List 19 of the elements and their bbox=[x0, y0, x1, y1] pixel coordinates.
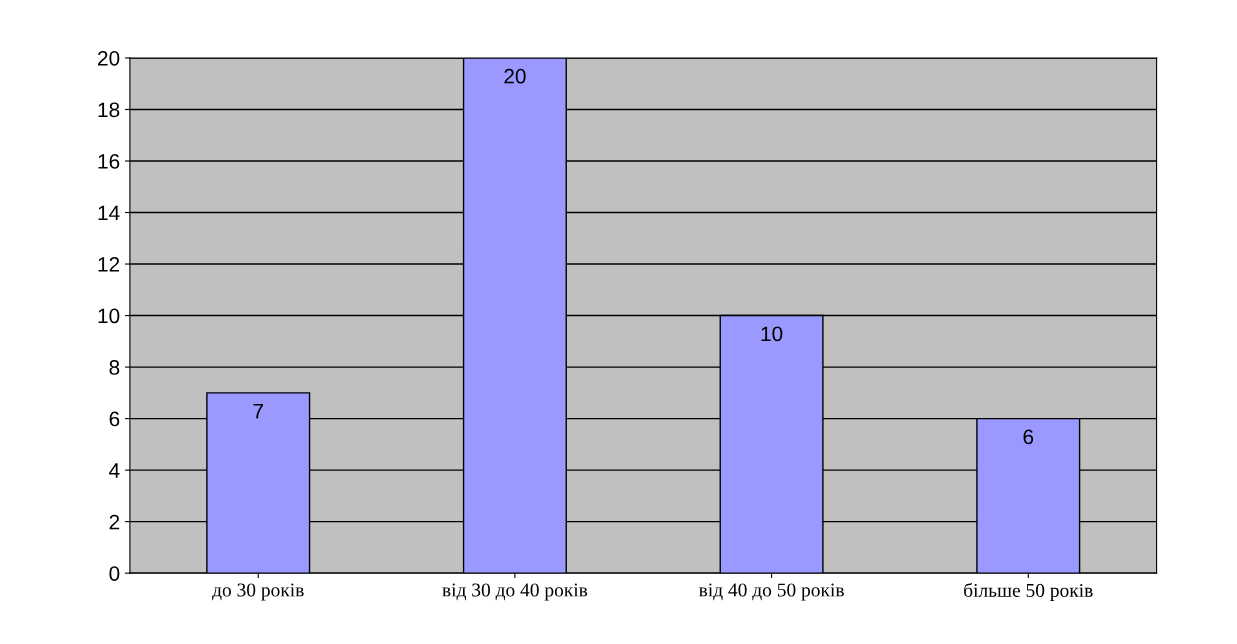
y-tick-label: 10 bbox=[98, 308, 120, 324]
y-tick-label: 20 bbox=[98, 50, 120, 66]
x-tick-label: від 40 до 50 років bbox=[698, 583, 844, 601]
data-label: 10 bbox=[761, 326, 783, 342]
x-tick-label: більше 50 років bbox=[964, 582, 1093, 601]
y-tick-label: 0 bbox=[109, 566, 120, 581]
y-tick-label: 8 bbox=[109, 360, 120, 375]
data-label: 20 bbox=[504, 68, 526, 84]
y-tick-label: 18 bbox=[98, 102, 120, 118]
y-tick-label: 6 bbox=[109, 411, 120, 427]
y-tick-label: 2 bbox=[109, 514, 120, 530]
y-tick-label: 14 bbox=[98, 205, 120, 221]
data-label: 6 bbox=[1023, 429, 1034, 445]
x-tick-label: до 30 років bbox=[212, 583, 304, 601]
y-tick-label: 4 bbox=[109, 463, 120, 478]
data-label: 7 bbox=[253, 403, 263, 419]
y-tick-label: 16 bbox=[98, 154, 120, 169]
y-tick-label: 12 bbox=[98, 257, 120, 272]
x-tick-label: від 30 до 40 років bbox=[442, 583, 588, 601]
